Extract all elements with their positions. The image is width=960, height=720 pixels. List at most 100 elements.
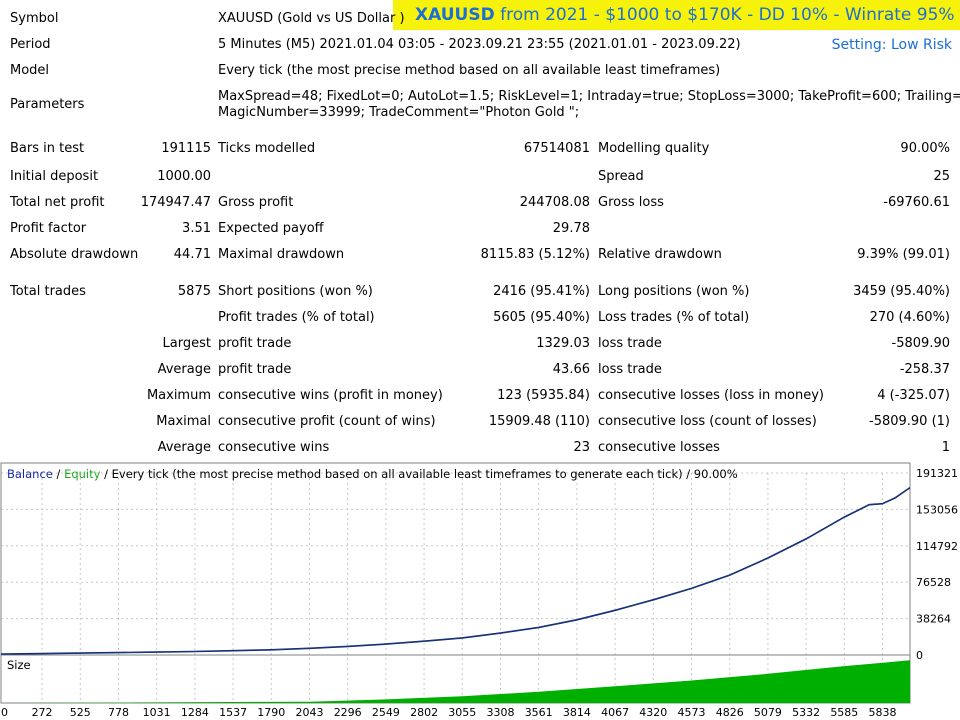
- model-label: Model: [10, 63, 50, 78]
- avg-consec-losses-label: consecutive losses: [598, 440, 720, 455]
- average2-label: Average: [157, 440, 211, 455]
- gross-profit-value: 244708.08: [519, 195, 590, 210]
- maximal-consec-loss-label: consecutive loss (count of losses): [598, 414, 817, 429]
- net-profit-value: 174947.47: [140, 195, 211, 210]
- x-tick-label: 3814: [563, 706, 591, 719]
- quality-label: Modelling quality: [598, 141, 710, 156]
- x-tick-label: 2296: [334, 706, 362, 719]
- balance-chart: Balance / Equity / Every tick (the most …: [0, 462, 960, 720]
- max-drawdown-value: 8115.83 (5.12%): [480, 247, 590, 262]
- profit-trades-label: Profit trades (% of total): [218, 310, 375, 325]
- x-tick-label: 525: [70, 706, 91, 719]
- gross-loss-label: Gross loss: [598, 195, 664, 210]
- largest-profit-value: 1329.03: [536, 336, 590, 351]
- short-positions-label: Short positions (won %): [218, 284, 373, 299]
- y-tick-label: 0: [916, 649, 923, 662]
- largest-profit-label: profit trade: [218, 336, 292, 351]
- expected-payoff-value: 29.78: [552, 221, 590, 236]
- legend-balance: Balance: [7, 467, 53, 481]
- x-tick-label: 1284: [181, 706, 209, 719]
- maximal-consec-profit-value: 15909.48 (110): [488, 414, 590, 429]
- abs-drawdown-label: Absolute drawdown: [10, 247, 139, 262]
- ticks-label: Ticks modelled: [218, 141, 316, 156]
- x-axis-ticks: 0 272 525 778 1031 1284 1537 1790 2043 2296 2549 28…: [1, 706, 897, 719]
- average-profit-value: 43.66: [552, 362, 590, 377]
- period-value: 5 Minutes (M5) 2021.01.04 03:05 - 2023.0…: [218, 37, 741, 52]
- parameters-line1: MaxSpread=48; FixedLot=0; AutoLot=1.5; R…: [218, 89, 960, 104]
- max-drawdown-label: Maximal drawdown: [218, 247, 345, 262]
- main-plot-frame: [0, 462, 911, 656]
- profit-trades-value: 5605 (95.40%): [493, 310, 590, 325]
- legend-sep: /: [53, 467, 64, 481]
- x-tick-label: 272: [32, 706, 53, 719]
- x-tick-label: 1537: [219, 706, 247, 719]
- chart-legend: Balance / Equity / Every tick (the most …: [7, 467, 738, 481]
- rel-drawdown-value: 9.39% (99.01): [857, 247, 950, 262]
- x-tick-label: 5332: [792, 706, 820, 719]
- x-tick-label: 2549: [372, 706, 400, 719]
- parameters-label: Parameters: [10, 97, 85, 112]
- max-consec-wins-label: consecutive wins (profit in money): [218, 388, 443, 403]
- short-positions-value: 2416 (95.41%): [493, 284, 590, 299]
- parameters-line2: MagicNumber=33999; TradeComment="Photon …: [218, 105, 580, 120]
- max-consec-wins-value: 123 (5935.84): [497, 388, 590, 403]
- balance-line: [0, 486, 911, 655]
- x-tick-label: 4320: [639, 706, 667, 719]
- maximal-consec-profit-label: consecutive profit (count of wins): [218, 414, 436, 429]
- average-loss-label: loss trade: [598, 362, 662, 377]
- chart-svg: Balance / Equity / Every tick (the most …: [0, 462, 958, 719]
- x-tick-label: 2043: [295, 706, 323, 719]
- banner-text: from 2021 - $1000 to $170K - DD 10% - Wi…: [494, 5, 955, 25]
- maximal-label: Maximal: [156, 414, 211, 429]
- spread-value: 25: [933, 169, 950, 184]
- x-tick-label: 0: [1, 706, 8, 719]
- maximal-consec-loss-value: -5809.90 (1): [869, 414, 950, 429]
- total-trades-value: 5875: [177, 284, 211, 299]
- abs-drawdown-value: 44.71: [173, 247, 211, 262]
- x-tick-label: 5079: [754, 706, 782, 719]
- largest-label: Largest: [162, 336, 211, 351]
- y-axis-ticks: 191321 153056 114792 76528 38264 0: [916, 467, 958, 662]
- setting-note: Setting: Low Risk: [831, 37, 952, 53]
- x-tick-label: 5585: [830, 706, 858, 719]
- long-positions-value: 3459 (95.40%): [853, 284, 950, 299]
- x-tick-label: 1031: [143, 706, 171, 719]
- max-consec-losses-label: consecutive losses (loss in money): [598, 388, 824, 403]
- average-profit-label: profit trade: [218, 362, 292, 377]
- size-label: Size: [7, 658, 31, 672]
- x-tick-label: 778: [108, 706, 129, 719]
- y-tick-label: 191321: [916, 467, 958, 480]
- title-banner: XAUUSD from 2021 - $1000 to $170K - DD 1…: [393, 0, 960, 30]
- legend-equity: Equity: [64, 467, 101, 481]
- largest-loss-label: loss trade: [598, 336, 662, 351]
- expected-payoff-label: Expected payoff: [218, 221, 324, 236]
- loss-trades-label: Loss trades (% of total): [598, 310, 750, 325]
- avg-consec-wins-value: 23: [573, 440, 590, 455]
- banner-symbol: XAUUSD: [415, 5, 495, 25]
- avg-consec-losses-value: 1: [941, 440, 950, 455]
- total-trades-label: Total trades: [10, 284, 86, 299]
- quality-value: 90.00%: [900, 141, 950, 156]
- gross-profit-label: Gross profit: [218, 195, 294, 210]
- deposit-label: Initial deposit: [10, 169, 99, 184]
- long-positions-label: Long positions (won %): [598, 284, 750, 299]
- avg-consec-wins-label: consecutive wins: [218, 440, 330, 455]
- period-label: Period: [10, 37, 51, 52]
- x-tick-label: 4067: [601, 706, 629, 719]
- y-tick-label: 76528: [916, 576, 951, 589]
- symbol-value: XAUUSD (Gold vs US Dollar ): [218, 11, 405, 26]
- legend-rest: / Every tick (the most precise method ba…: [100, 467, 737, 481]
- average-label: Average: [157, 362, 211, 377]
- x-tick-label: 2802: [410, 706, 438, 719]
- x-tick-label: 3055: [448, 706, 476, 719]
- x-tick-label: 1790: [257, 706, 285, 719]
- x-tick-label: 3561: [525, 706, 553, 719]
- bars-label: Bars in test: [10, 141, 85, 156]
- maximum-label: Maximum: [146, 388, 211, 403]
- largest-loss-value: -5809.90: [891, 336, 950, 351]
- profit-factor-label: Profit factor: [10, 221, 87, 236]
- average-loss-value: -258.37: [899, 362, 950, 377]
- spread-label: Spread: [598, 169, 644, 184]
- equity-line: [0, 487, 911, 655]
- gross-loss-value: -69760.61: [883, 195, 950, 210]
